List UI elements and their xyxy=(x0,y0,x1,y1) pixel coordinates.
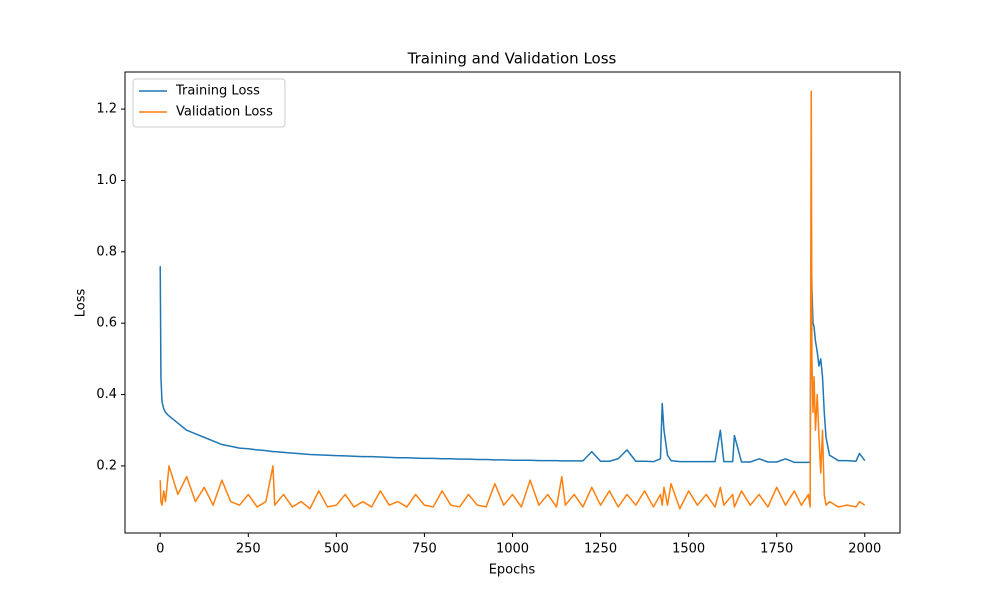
x-tick-label: 250 xyxy=(236,542,261,557)
x-tick-label: 500 xyxy=(324,542,349,557)
chart-title: Training and Validation Loss xyxy=(407,50,617,68)
legend-label: Training Loss xyxy=(175,84,260,99)
plot-frame xyxy=(124,71,901,534)
series-line xyxy=(159,90,866,510)
x-tick-label: 0 xyxy=(156,542,164,557)
y-tick-label: 0.2 xyxy=(96,458,117,473)
x-tick-label: 2000 xyxy=(848,542,881,557)
x-tick-label: 750 xyxy=(412,542,437,557)
y-tick-label: 0.8 xyxy=(96,244,117,259)
y-tick-label: 0.6 xyxy=(96,316,117,331)
x-tick-label: 1500 xyxy=(672,542,705,557)
legend-box xyxy=(132,78,286,128)
y-axis-label: Loss xyxy=(74,289,89,318)
y-tick-label: 1.2 xyxy=(96,102,117,117)
x-axis-label: Epochs xyxy=(489,563,536,578)
legend-label: Validation Loss xyxy=(176,105,273,120)
y-tick-label: 1.0 xyxy=(96,173,117,188)
x-tick-label: 1250 xyxy=(584,542,617,557)
x-tick-label: 1750 xyxy=(760,542,793,557)
y-tick-label: 0.4 xyxy=(96,387,117,402)
x-tick-label: 1000 xyxy=(496,542,529,557)
series-line xyxy=(159,243,866,464)
